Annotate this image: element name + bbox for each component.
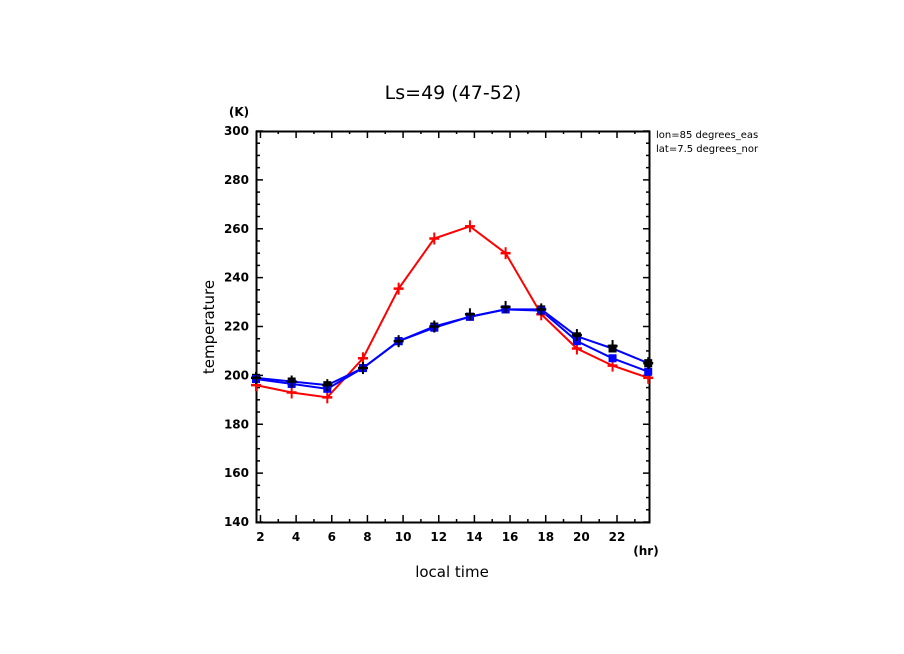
series-line-red	[255, 225, 649, 399]
y-axis-label: temperature	[200, 280, 218, 374]
point-black-obs	[322, 379, 333, 392]
point-red	[393, 282, 404, 295]
point-black-obs	[464, 308, 475, 321]
point-blue-2	[644, 367, 653, 376]
point-red	[322, 391, 333, 404]
y-tick-label: 240	[224, 271, 249, 285]
point-black-obs	[393, 335, 404, 348]
chart-title: Ls=49 (47-52)	[385, 82, 522, 104]
x-tick-label: 6	[328, 530, 336, 544]
x-tick-label: 14	[466, 530, 483, 544]
x-tick-label: 10	[395, 530, 412, 544]
x-tick-label: 8	[363, 530, 371, 544]
y-tick-label: 180	[224, 417, 249, 431]
point-red	[286, 386, 297, 399]
point-red	[500, 247, 511, 260]
point-black-obs	[357, 362, 368, 375]
y-tick-label: 260	[224, 222, 249, 236]
y-tick-label: 160	[224, 466, 249, 480]
y-tick-label: 200	[224, 368, 249, 382]
point-red	[429, 232, 440, 245]
y-tick-label: 280	[224, 173, 249, 187]
x-tick-label: 18	[537, 530, 554, 544]
point-black-obs	[500, 300, 511, 313]
point-blue-2	[572, 337, 581, 346]
x-tick-label: 12	[430, 530, 447, 544]
point-black-obs	[571, 329, 582, 342]
point-blue-2	[608, 354, 617, 363]
point-black-obs	[286, 375, 297, 388]
y-unit-label: (K)	[229, 105, 249, 119]
y-tick-label: 140	[224, 515, 249, 529]
x-tick-label: 2	[256, 530, 264, 544]
annotation-lon: lon=85 degrees_eas	[656, 130, 758, 141]
x-tick-label: 4	[292, 530, 300, 544]
point-black-obs	[607, 340, 618, 353]
point-black-obs	[429, 320, 440, 333]
y-tick-label: 220	[224, 320, 249, 334]
x-tick-label: 20	[573, 530, 590, 544]
point-black-obs	[251, 371, 261, 384]
series-line-blue-2	[255, 308, 649, 390]
point-black-obs	[643, 357, 654, 370]
x-unit-label: (hr)	[633, 544, 658, 558]
x-tick-label: 16	[502, 530, 519, 544]
x-tick-label: 22	[609, 530, 626, 544]
annotation-lat: lat=7.5 degrees_nor	[656, 144, 759, 155]
x-axis-label: local time	[415, 563, 489, 581]
plot-frame	[255, 130, 651, 524]
point-black-obs	[536, 303, 547, 316]
point-red	[464, 220, 475, 233]
y-tick-label: 300	[224, 124, 249, 138]
